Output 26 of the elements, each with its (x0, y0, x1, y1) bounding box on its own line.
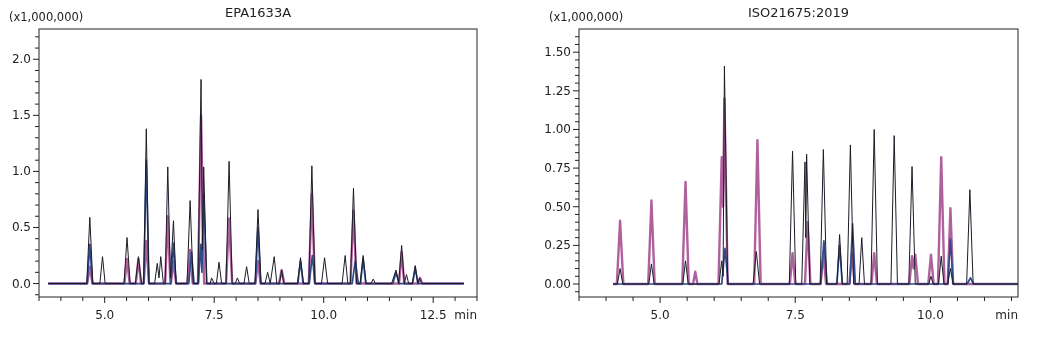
chart-title: ISO21675:2019 (747, 5, 850, 20)
x-tick-label: 10.0 (310, 308, 338, 322)
y-tick-label: 0.50 (544, 199, 571, 214)
x-axis-title: min (995, 308, 1018, 322)
x-tick-label: 5.0 (95, 308, 115, 322)
y-tick-label: 0.25 (544, 238, 571, 253)
y-tick-label: 0.5 (11, 220, 31, 235)
x-tick-label: 12.5 (419, 308, 447, 322)
y-tick-label: 0.75 (544, 161, 571, 176)
chart-title: EPA1633A (224, 5, 292, 20)
x-tick-label: 10.0 (917, 308, 944, 322)
line-series (47, 78, 465, 285)
y-axis-title: (x1,000,000) (9, 10, 84, 24)
x-tick-label: 7.5 (204, 308, 224, 322)
y-tick-label: 2.0 (11, 52, 31, 67)
x-tick-label: 7.5 (785, 308, 805, 322)
x-tick-label: 5.0 (650, 308, 670, 322)
x-axis-title: min (454, 308, 477, 322)
y-tick-label: 1.00 (544, 122, 571, 137)
y-tick-label: 1.5 (11, 108, 31, 123)
y-tick-label: 0.00 (544, 277, 571, 292)
y-tick-label: 1.50 (544, 45, 571, 60)
y-tick-label: 1.0 (11, 164, 31, 179)
y-tick-label: 0.0 (11, 276, 31, 291)
y-axis-title: (x1,000,000) (549, 10, 624, 24)
y-tick-label: 1.25 (544, 83, 571, 98)
